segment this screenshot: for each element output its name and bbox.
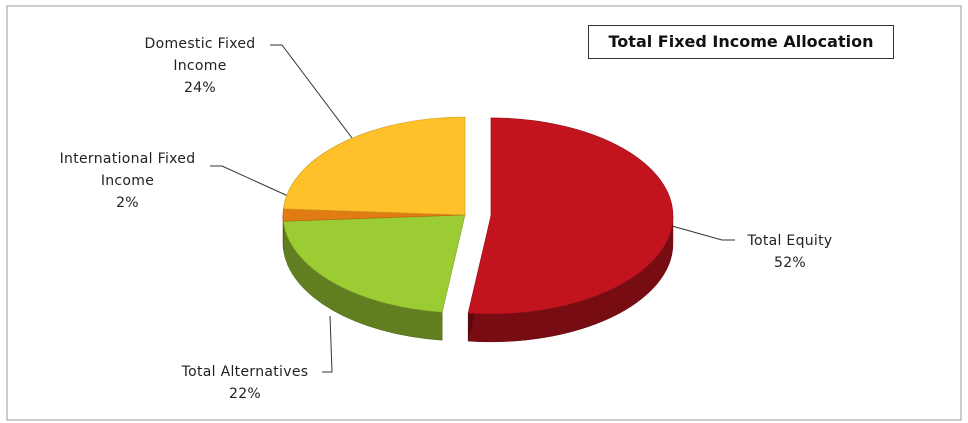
slice-label: Total Alternatives 22% [150,361,340,405]
slice-label: International Fixed Income 2% [35,148,220,214]
slice-label: Domestic Fixed Income 24% [125,33,275,99]
category-label: Total Alternatives [181,364,309,380]
category-label: Total Equity [747,233,833,249]
leader-line [270,44,353,139]
plot-frame [6,5,962,421]
leader-line [671,225,735,241]
slice [467,117,674,315]
value-label: 52% [773,255,807,271]
value-label: 2% [116,195,139,211]
leader-line [322,315,333,373]
slice [283,214,466,313]
category-label: Domestic Fixed Income [144,36,256,74]
chart-title: Total Fixed Income Allocation [588,25,894,59]
category-label: International Fixed Income [59,151,196,189]
slice [283,116,466,216]
value-label: 22% [228,386,262,402]
slice-label: Total Equity 52% [725,230,855,274]
value-label: 24% [183,80,217,96]
leader-line [210,165,289,197]
